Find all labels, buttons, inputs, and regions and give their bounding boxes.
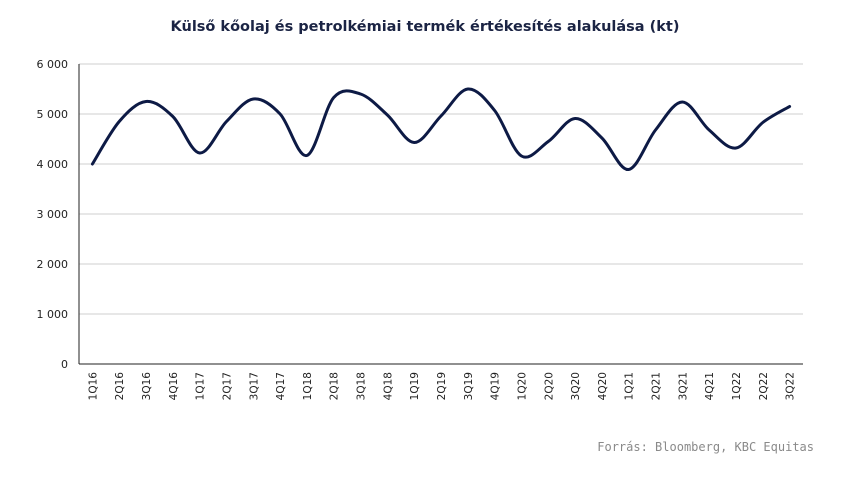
data-point [413,141,416,144]
x-tick-label: 4Q18 [382,372,394,400]
x-tick-label: 3Q17 [248,372,260,400]
chart-title: Külső kőolaj és petrolkémiai termék érté… [170,19,680,35]
x-tick-label: 1Q18 [302,372,314,400]
data-point [466,88,469,91]
data-point [681,101,684,104]
data-point [547,140,550,143]
data-point [493,109,496,112]
data-point [600,137,603,140]
axes [78,64,803,365]
y-tick-label: 1 000 [37,308,69,321]
x-tick-label: 2Q21 [651,372,663,400]
y-tick-label: 3 000 [37,208,69,221]
y-axis-ticks: 0 1 000 2 000 3 000 4 000 5 000 6 000 [37,58,69,371]
y-tick-label: 5 000 [37,108,69,121]
data-point [198,152,201,155]
x-tick-label: 3Q22 [785,372,797,400]
x-tick-label: 2Q18 [329,372,341,400]
x-tick-label: 4Q17 [275,372,287,400]
data-point [574,117,577,120]
data-point [225,120,228,123]
data-point [708,129,711,132]
data-point [279,113,282,116]
x-tick-label: 2Q22 [758,372,770,400]
x-tick-label: 2Q17 [221,372,233,400]
data-point [91,163,94,166]
x-tick-label: 4Q19 [490,372,502,400]
data-point [654,129,657,132]
x-tick-label: 4Q20 [597,372,609,400]
x-tick-label: 1Q16 [87,372,99,401]
x-tick-label: 1Q21 [624,372,636,400]
x-tick-label: 3Q21 [677,372,689,400]
data-point [520,155,523,158]
x-tick-label: 3Q18 [356,372,368,400]
x-tick-label: 2Q19 [436,372,448,400]
x-axis-ticks: 1Q16 2Q16 3Q16 4Q16 1Q17 2Q17 3Q17 4Q17 1Q18 2Q18… [87,372,796,401]
data-point [252,98,255,101]
x-tick-label: 1Q20 [516,372,528,400]
y-tick-label: 4 000 [37,158,69,171]
data-point [440,115,443,118]
x-tick-label: 1Q19 [409,372,421,400]
x-tick-label: 3Q19 [463,372,475,400]
x-tick-label: 1Q22 [731,372,743,400]
series-layer [90,87,792,171]
y-tick-label: 6 000 [37,58,69,71]
data-point [145,100,148,103]
x-tick-label: 4Q16 [168,372,180,401]
data-point [761,121,764,124]
data-point [359,93,362,96]
data-point [734,147,737,150]
y-tick-label: 0 [61,358,68,371]
data-point [118,120,121,123]
x-tick-label: 2Q16 [114,372,126,401]
series-line [90,87,792,171]
data-point [788,105,791,108]
x-tick-label: 1Q17 [195,372,207,400]
data-point [386,114,389,117]
x-tick-label: 4Q21 [704,372,716,400]
data-point [332,96,335,99]
source-note: Forrás: Bloomberg, KBC Equitas [597,440,814,454]
y-tick-label: 2 000 [37,258,69,271]
gridlines [79,63,803,315]
x-tick-label: 3Q20 [570,372,582,400]
data-point [627,168,630,171]
data-point [305,154,308,157]
x-tick-label: 3Q16 [141,372,153,401]
data-point [171,115,174,118]
x-tick-label: 2Q20 [543,372,555,400]
